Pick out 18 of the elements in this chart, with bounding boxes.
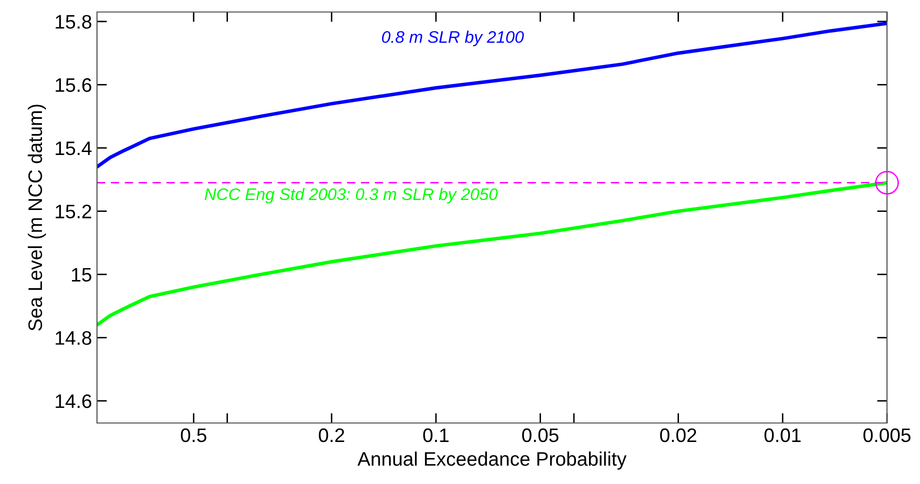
x-tick-label: 0.1 — [423, 428, 449, 442]
y-tick-label: 15.2 — [56, 204, 92, 218]
text: NCC Eng Std 2003: 0.3 m SLR by 2050 — [204, 188, 498, 204]
y-tick-label: 15.6 — [56, 78, 92, 92]
x-tick-label: 0.02 — [660, 428, 696, 442]
y-tick-label: 15.8 — [56, 14, 92, 29]
x-tick-label: 0.2 — [318, 428, 344, 442]
y-tick-label: 15 — [72, 268, 92, 282]
x-tick-label: 0.05 — [522, 428, 558, 442]
x-axis-title: Annual Exceedance Probability — [357, 452, 627, 470]
series-label: 0.8 m SLR by 2100 — [382, 30, 524, 46]
y-tick-label: 14.8 — [56, 331, 92, 345]
y-tick-label: 14.6 — [56, 394, 92, 408]
y-tick-label: 15.4 — [56, 142, 92, 156]
x-tick-label: 0.5 — [180, 428, 206, 442]
y-axis-title: Sea Level (m NCC datum) — [28, 104, 46, 331]
x-tick-label: 0.01 — [764, 428, 801, 442]
x-tick-label: 0.005 — [863, 428, 911, 442]
